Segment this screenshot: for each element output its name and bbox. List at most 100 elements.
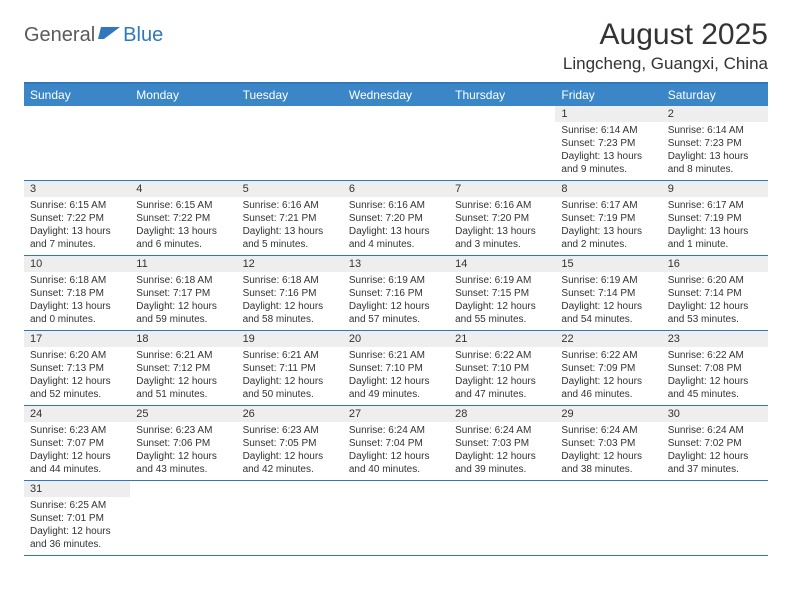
daylight-line: Daylight: 12 hours and 47 minutes. [455,375,549,401]
sunset-line: Sunset: 7:23 PM [561,137,655,150]
day-cell: Sunrise: 6:19 AMSunset: 7:14 PMDaylight:… [555,272,661,331]
daylight-line: Daylight: 12 hours and 37 minutes. [668,450,762,476]
sunrise-line: Sunrise: 6:16 AM [455,199,549,212]
day-header: Monday [130,83,236,106]
day-cell: Sunrise: 6:16 AMSunset: 7:21 PMDaylight:… [237,197,343,256]
sunset-line: Sunset: 7:08 PM [668,362,762,375]
sunrise-line: Sunrise: 6:24 AM [561,424,655,437]
day-cell [343,497,449,556]
calendar-table: SundayMondayTuesdayWednesdayThursdayFrid… [24,82,768,556]
sunset-line: Sunset: 7:19 PM [668,212,762,225]
day-cell: Sunrise: 6:14 AMSunset: 7:23 PMDaylight:… [662,122,768,181]
sunset-line: Sunset: 7:14 PM [668,287,762,300]
sunrise-line: Sunrise: 6:23 AM [30,424,124,437]
day-number: 5 [237,181,343,198]
day-cell: Sunrise: 6:24 AMSunset: 7:02 PMDaylight:… [662,422,768,481]
sunrise-line: Sunrise: 6:24 AM [455,424,549,437]
day-cell [130,122,236,181]
daylight-line: Daylight: 12 hours and 53 minutes. [668,300,762,326]
daynum-row: 3456789 [24,181,768,198]
day-cell: Sunrise: 6:18 AMSunset: 7:17 PMDaylight:… [130,272,236,331]
sunset-line: Sunset: 7:23 PM [668,137,762,150]
logo-text-general: General [24,24,95,47]
sunrise-line: Sunrise: 6:18 AM [243,274,337,287]
sunset-line: Sunset: 7:14 PM [561,287,655,300]
sunset-line: Sunset: 7:09 PM [561,362,655,375]
daylight-line: Daylight: 13 hours and 0 minutes. [30,300,124,326]
day-number: 1 [555,106,661,122]
daylight-line: Daylight: 13 hours and 7 minutes. [30,225,124,251]
sunrise-line: Sunrise: 6:15 AM [136,199,230,212]
day-cell: Sunrise: 6:22 AMSunset: 7:09 PMDaylight:… [555,347,661,406]
sunrise-line: Sunrise: 6:18 AM [30,274,124,287]
day-number: 18 [130,331,236,348]
day-number: 4 [130,181,236,198]
location: Lingcheng, Guangxi, China [563,54,768,74]
day-cell: Sunrise: 6:16 AMSunset: 7:20 PMDaylight:… [343,197,449,256]
sunrise-line: Sunrise: 6:22 AM [561,349,655,362]
day-number: 9 [662,181,768,198]
day-number: 2 [662,106,768,122]
daylight-line: Daylight: 12 hours and 44 minutes. [30,450,124,476]
sunrise-line: Sunrise: 6:17 AM [561,199,655,212]
day-number: 30 [662,406,768,423]
day-number [449,481,555,498]
day-number: 22 [555,331,661,348]
day-cell: Sunrise: 6:20 AMSunset: 7:13 PMDaylight:… [24,347,130,406]
sunrise-line: Sunrise: 6:21 AM [349,349,443,362]
day-number [343,481,449,498]
day-cell: Sunrise: 6:15 AMSunset: 7:22 PMDaylight:… [24,197,130,256]
daynum-row: 12 [24,106,768,122]
day-cell: Sunrise: 6:22 AMSunset: 7:10 PMDaylight:… [449,347,555,406]
sunset-line: Sunset: 7:15 PM [455,287,549,300]
daynum-row: 31 [24,481,768,498]
sunset-line: Sunset: 7:02 PM [668,437,762,450]
day-number: 8 [555,181,661,198]
day-number: 14 [449,256,555,273]
sunrise-line: Sunrise: 6:20 AM [30,349,124,362]
day-cell: Sunrise: 6:22 AMSunset: 7:08 PMDaylight:… [662,347,768,406]
day-number: 11 [130,256,236,273]
day-number: 20 [343,331,449,348]
day-number [130,106,236,122]
day-header: Tuesday [237,83,343,106]
day-cell [237,497,343,556]
sunset-line: Sunset: 7:16 PM [349,287,443,300]
day-number: 15 [555,256,661,273]
sunrise-line: Sunrise: 6:23 AM [243,424,337,437]
sunrise-line: Sunrise: 6:22 AM [455,349,549,362]
logo: General Blue [24,24,163,47]
day-cell: Sunrise: 6:17 AMSunset: 7:19 PMDaylight:… [555,197,661,256]
day-number [449,106,555,122]
day-cell: Sunrise: 6:18 AMSunset: 7:16 PMDaylight:… [237,272,343,331]
day-cell: Sunrise: 6:23 AMSunset: 7:05 PMDaylight:… [237,422,343,481]
daylight-line: Daylight: 13 hours and 8 minutes. [668,150,762,176]
sunrise-line: Sunrise: 6:21 AM [243,349,337,362]
day-cell [24,122,130,181]
sunset-line: Sunset: 7:10 PM [455,362,549,375]
sunrise-line: Sunrise: 6:15 AM [30,199,124,212]
daynum-row: 24252627282930 [24,406,768,423]
day-cell [555,497,661,556]
day-cell [662,497,768,556]
header: General Blue August 2025 Lingcheng, Guan… [24,18,768,74]
sunrise-line: Sunrise: 6:19 AM [455,274,549,287]
day-number: 16 [662,256,768,273]
day-cell [130,497,236,556]
sunset-line: Sunset: 7:03 PM [455,437,549,450]
sunrise-line: Sunrise: 6:14 AM [561,124,655,137]
content-row: Sunrise: 6:25 AMSunset: 7:01 PMDaylight:… [24,497,768,556]
day-number: 23 [662,331,768,348]
daylight-line: Daylight: 12 hours and 58 minutes. [243,300,337,326]
sunrise-line: Sunrise: 6:16 AM [243,199,337,212]
day-number: 7 [449,181,555,198]
sunset-line: Sunset: 7:01 PM [30,512,124,525]
flag-icon [98,25,120,46]
day-number: 29 [555,406,661,423]
sunset-line: Sunset: 7:07 PM [30,437,124,450]
sunset-line: Sunset: 7:18 PM [30,287,124,300]
daylight-line: Daylight: 13 hours and 9 minutes. [561,150,655,176]
day-cell: Sunrise: 6:19 AMSunset: 7:15 PMDaylight:… [449,272,555,331]
day-cell [237,122,343,181]
day-cell: Sunrise: 6:21 AMSunset: 7:10 PMDaylight:… [343,347,449,406]
